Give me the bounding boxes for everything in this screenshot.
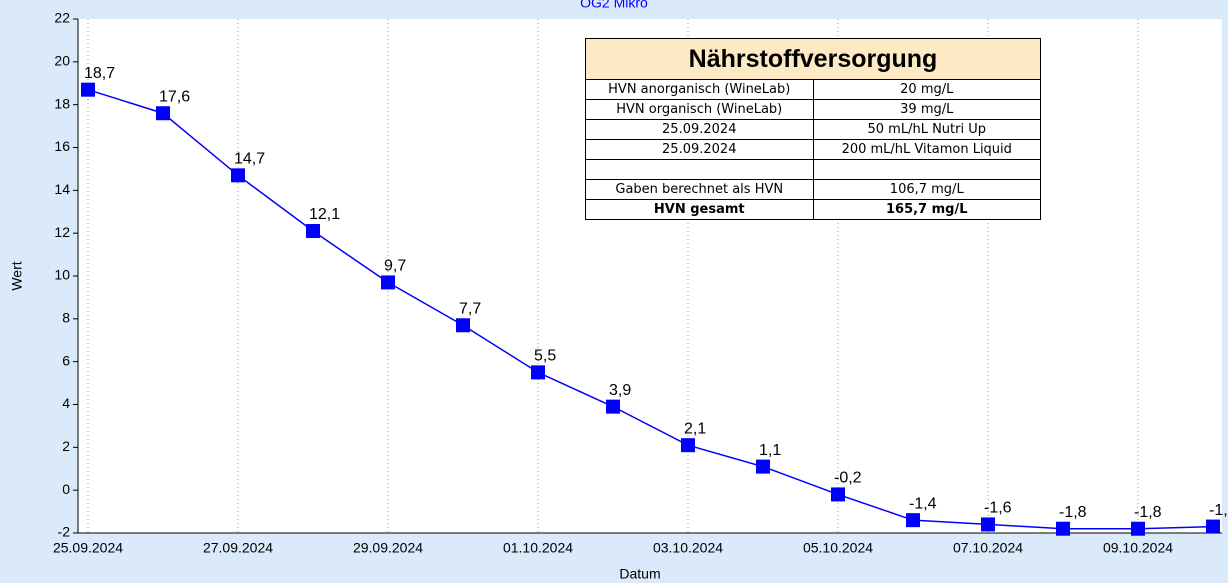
marker — [156, 106, 170, 121]
marker — [606, 399, 620, 414]
x-tick-label: 09.10.2024 — [1103, 540, 1173, 556]
marker — [1056, 521, 1070, 536]
table-cell: Gaben berechnet als HVN — [585, 179, 814, 200]
marker — [81, 82, 95, 97]
nutrient-table: Nährstoffversorgung HVN anorganisch (Wine… — [585, 38, 1041, 220]
marker — [981, 517, 995, 532]
marker — [756, 459, 770, 474]
table-cell — [812, 159, 1041, 180]
y-tick-label: 12 — [54, 224, 70, 240]
y-tick-label: 10 — [54, 267, 70, 283]
table-cell: HVN organisch (WineLab) — [585, 99, 814, 120]
value-label: 1,1 — [759, 442, 781, 459]
y-tick-label: 20 — [54, 53, 70, 69]
y-tick-label: 18 — [54, 95, 70, 111]
y-tick-label: 2 — [62, 438, 70, 454]
value-label: 17,6 — [159, 88, 190, 105]
table-title: Nährstoffversorgung — [585, 38, 1041, 80]
marker — [531, 365, 545, 380]
x-axis-label: Datum — [619, 566, 660, 582]
table-cell: HVN gesamt — [585, 199, 814, 220]
value-label: -1,7 — [1209, 502, 1228, 519]
y-tick-label: 22 — [54, 10, 70, 26]
value-label: -1,6 — [984, 500, 1012, 517]
chart-title: OG2 Mikro — [580, 0, 648, 11]
value-label: 12,1 — [309, 206, 340, 223]
y-tick-label: 14 — [54, 181, 70, 197]
y-tick-label: -2 — [58, 524, 71, 540]
marker — [831, 487, 845, 502]
x-tick-label: 25.09.2024 — [53, 540, 123, 556]
table-cell: 165,7 mg/L — [812, 199, 1041, 220]
y-tick-label: 4 — [62, 395, 70, 411]
y-tick-label: 8 — [62, 310, 70, 326]
series-line — [87, 88, 1214, 530]
marker — [231, 168, 245, 183]
marker — [681, 438, 695, 453]
table-cell: 106,7 mg/L — [812, 179, 1041, 200]
value-label: 7,7 — [459, 300, 481, 317]
marker — [381, 275, 395, 290]
marker — [906, 513, 920, 528]
marker — [456, 318, 470, 333]
value-label: -1,4 — [909, 495, 937, 512]
x-tick-label: 01.10.2024 — [503, 540, 573, 556]
y-tick-label: 6 — [62, 352, 70, 368]
y-axis-label: Wert — [9, 261, 25, 290]
table-cell: HVN anorganisch (WineLab) — [585, 79, 814, 100]
table-cell: 25.09.2024 — [585, 119, 814, 140]
table-cell: 39 mg/L — [812, 99, 1041, 120]
y-tick-label: 0 — [62, 481, 70, 497]
table-cell: 200 mL/hL Vitamon Liquid — [812, 139, 1041, 160]
value-label: -1,8 — [1059, 504, 1087, 521]
x-tick-label: 27.09.2024 — [203, 540, 273, 556]
value-label: 5,5 — [534, 348, 556, 365]
value-label: 14,7 — [234, 151, 265, 168]
value-label: -1,8 — [1134, 504, 1162, 521]
value-label: 9,7 — [384, 258, 406, 275]
marker — [1206, 519, 1220, 534]
value-label: 2,1 — [684, 420, 706, 437]
table-cell — [585, 159, 814, 180]
table-cell: 20 mg/L — [812, 79, 1041, 100]
y-tick-label: 16 — [54, 138, 70, 154]
marker — [306, 224, 320, 239]
x-tick-label: 05.10.2024 — [803, 540, 873, 556]
marker — [1131, 521, 1145, 536]
value-label: -0,2 — [834, 470, 862, 487]
x-tick-label: 03.10.2024 — [653, 540, 723, 556]
x-tick-label: 29.09.2024 — [353, 540, 423, 556]
value-label: 18,7 — [84, 65, 115, 82]
table-cell: 25.09.2024 — [585, 139, 814, 160]
x-tick-label: 07.10.2024 — [953, 540, 1023, 556]
value-label: 3,9 — [609, 382, 631, 399]
table-cell: 50 mL/hL Nutri Up — [812, 119, 1041, 140]
